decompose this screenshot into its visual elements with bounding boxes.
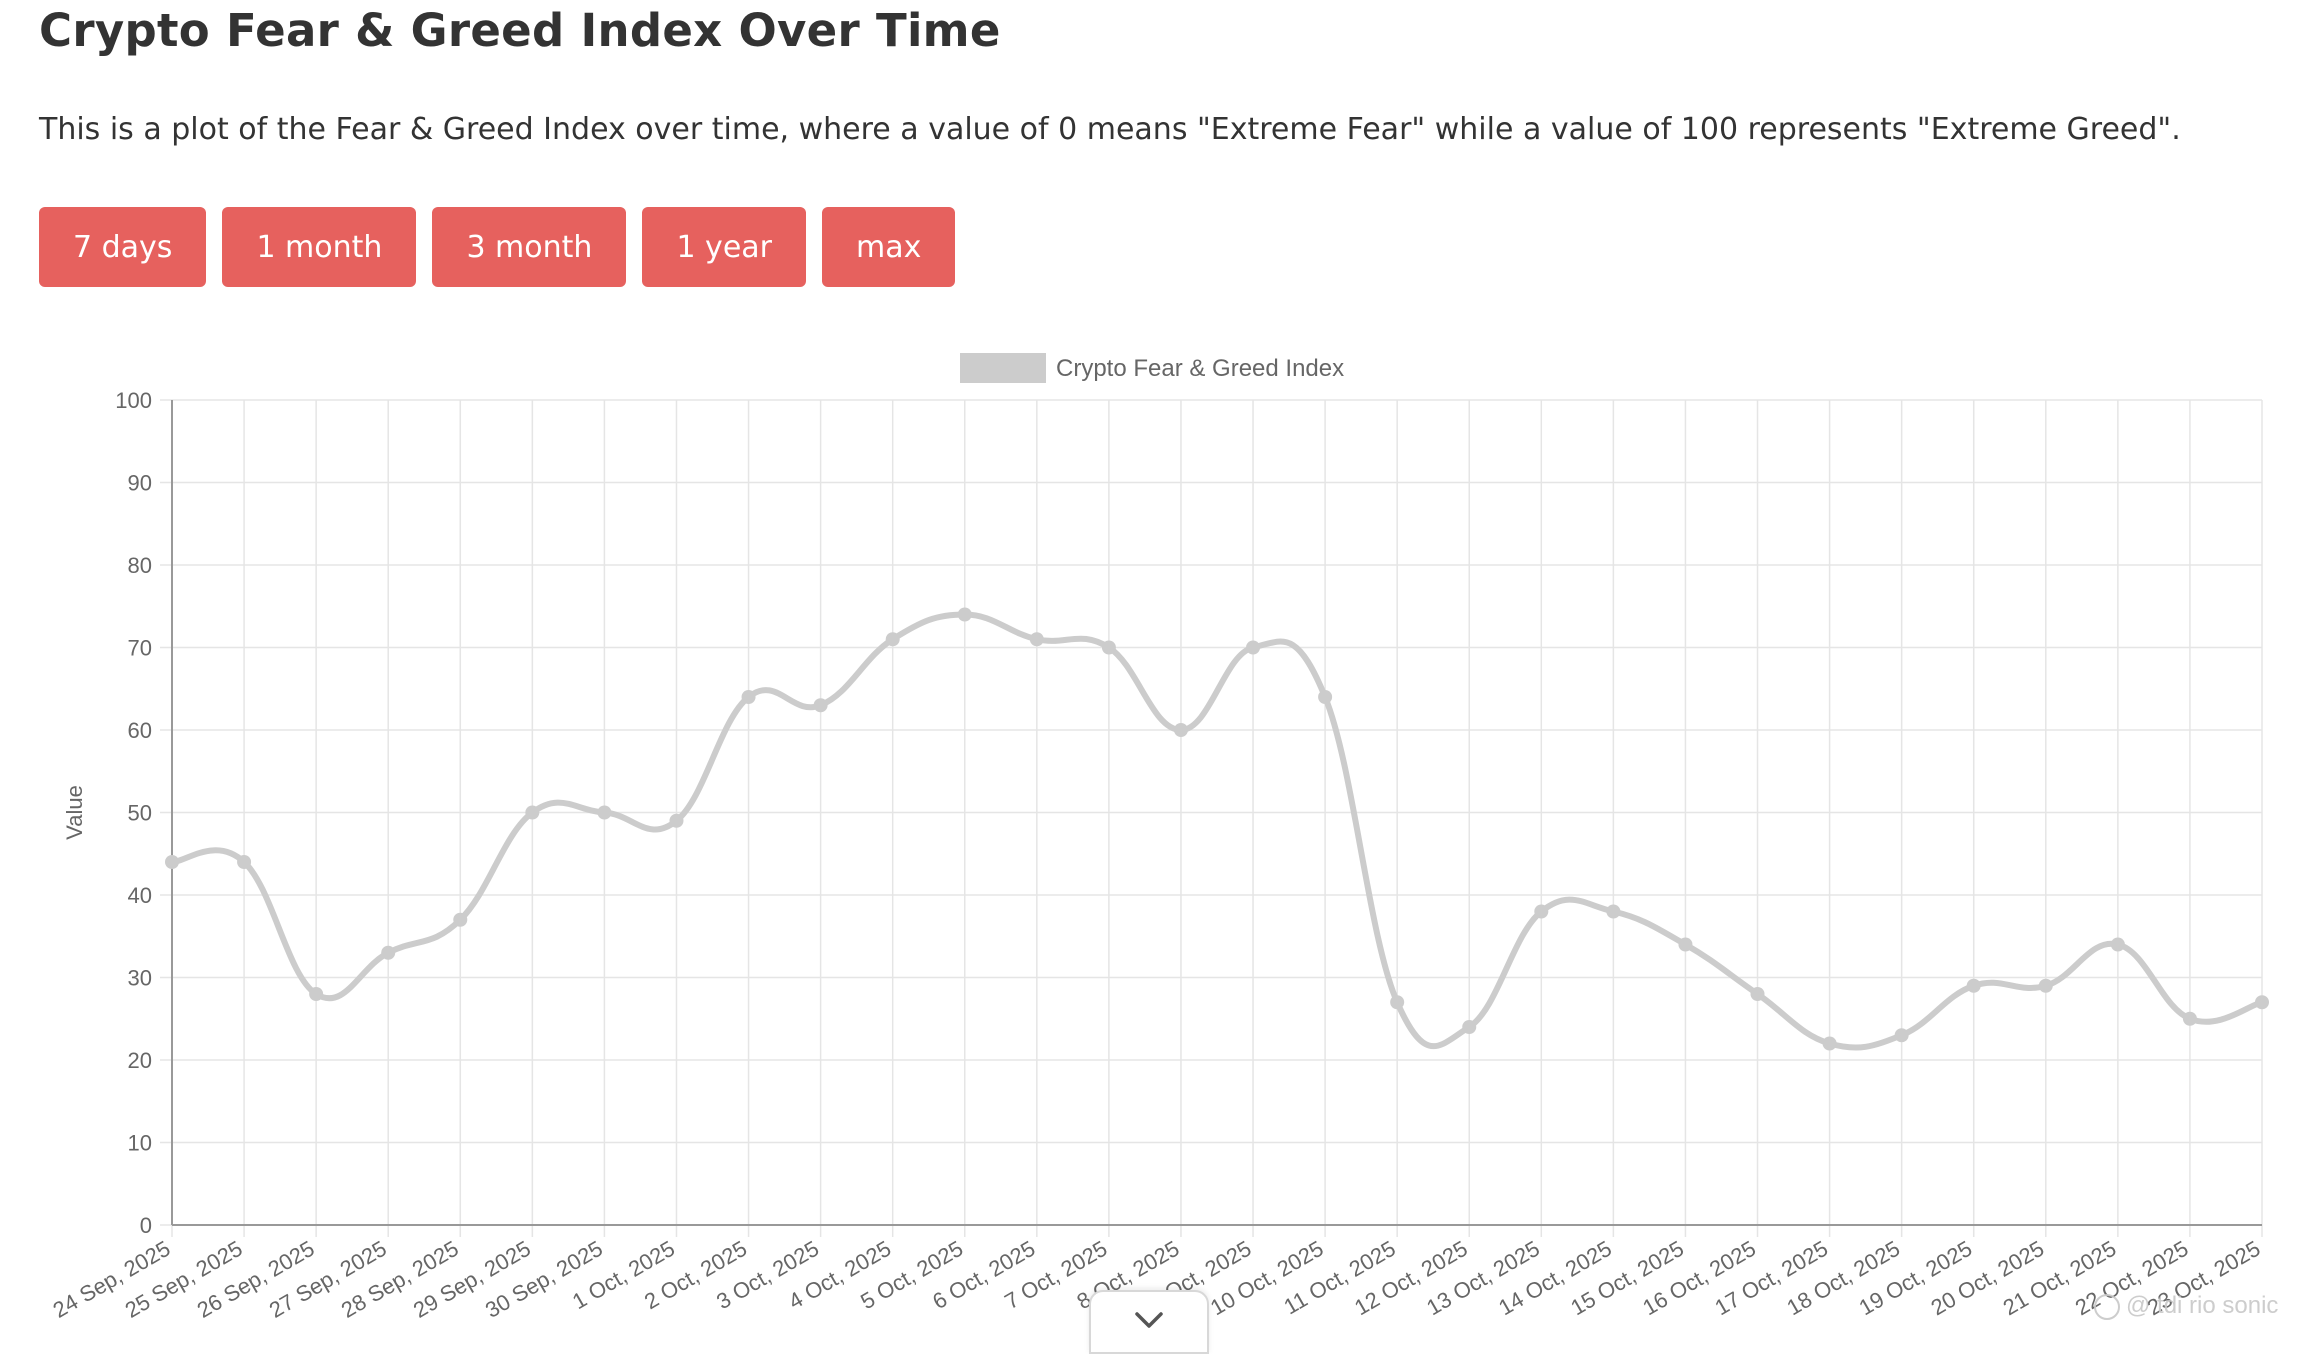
- y-tick-label: 50: [128, 801, 152, 826]
- y-tick-label: 10: [128, 1131, 152, 1156]
- data-point: [1101, 640, 1116, 655]
- data-point: [2255, 995, 2269, 1010]
- legend-label: Crypto Fear & Greed Index: [1056, 355, 1344, 382]
- y-tick-label: 40: [128, 883, 152, 908]
- data-point: [1534, 904, 1549, 919]
- y-tick-label: 20: [128, 1048, 152, 1073]
- data-point: [1894, 1028, 1909, 1043]
- data-point: [525, 805, 540, 820]
- page-description: This is a plot of the Fear & Greed Index…: [39, 112, 2181, 147]
- data-point: [1750, 987, 1765, 1001]
- data-point: [165, 855, 179, 869]
- data-point: [669, 813, 684, 828]
- data-point: [237, 855, 252, 869]
- y-tick-label: 60: [128, 718, 152, 743]
- data-point: [1173, 723, 1188, 737]
- data-point: [309, 987, 324, 1001]
- range-max-button[interactable]: max: [822, 207, 956, 287]
- y-tick-label: 80: [128, 553, 152, 578]
- range-1-month-button[interactable]: 1 month: [222, 207, 417, 287]
- data-point: [1606, 904, 1621, 919]
- data-point: [1318, 690, 1333, 704]
- y-tick-label: 0: [140, 1213, 152, 1238]
- data-point: [453, 912, 468, 927]
- legend-swatch: [960, 353, 1046, 383]
- range-3-month-button[interactable]: 3 month: [432, 207, 627, 287]
- data-point: [1246, 640, 1261, 655]
- data-point: [2110, 937, 2125, 952]
- series-line: [171, 611, 2263, 1051]
- watermark: @ tdi rio sonic: [2094, 1292, 2278, 1320]
- data-point: [1822, 1036, 1837, 1051]
- data-point: [1966, 978, 1981, 993]
- data-point: [1029, 632, 1044, 647]
- range-1-year-button[interactable]: 1 year: [642, 207, 806, 287]
- y-tick-label: 30: [128, 966, 152, 991]
- data-point: [2182, 1011, 2197, 1026]
- y-tick-label: 100: [115, 388, 152, 413]
- watermark-text: @ tdi rio sonic: [2126, 1292, 2279, 1319]
- data-point: [1462, 1020, 1477, 1034]
- range-7-days-button[interactable]: 7 days: [39, 207, 207, 287]
- scroll-down-tab[interactable]: [1089, 1290, 1209, 1354]
- page-title: Crypto Fear & Greed Index Over Time: [39, 4, 1001, 57]
- data-point: [813, 698, 828, 713]
- y-tick-label: 90: [128, 471, 152, 496]
- y-tick-label: 70: [128, 636, 152, 661]
- data-point: [2038, 978, 2053, 993]
- data-point: [741, 690, 756, 704]
- data-point: [1390, 995, 1405, 1010]
- y-axis-title: Value: [62, 785, 87, 840]
- chevron-down-icon: [1135, 1312, 1163, 1328]
- watermark-logo-icon: [2094, 1293, 2120, 1320]
- data-point: [957, 607, 972, 622]
- data-point: [1678, 937, 1693, 952]
- data-point: [597, 805, 612, 820]
- data-point: [381, 945, 396, 960]
- range-button-group: 7 days 1 month 3 month 1 year max: [39, 207, 956, 287]
- data-point: [885, 632, 900, 647]
